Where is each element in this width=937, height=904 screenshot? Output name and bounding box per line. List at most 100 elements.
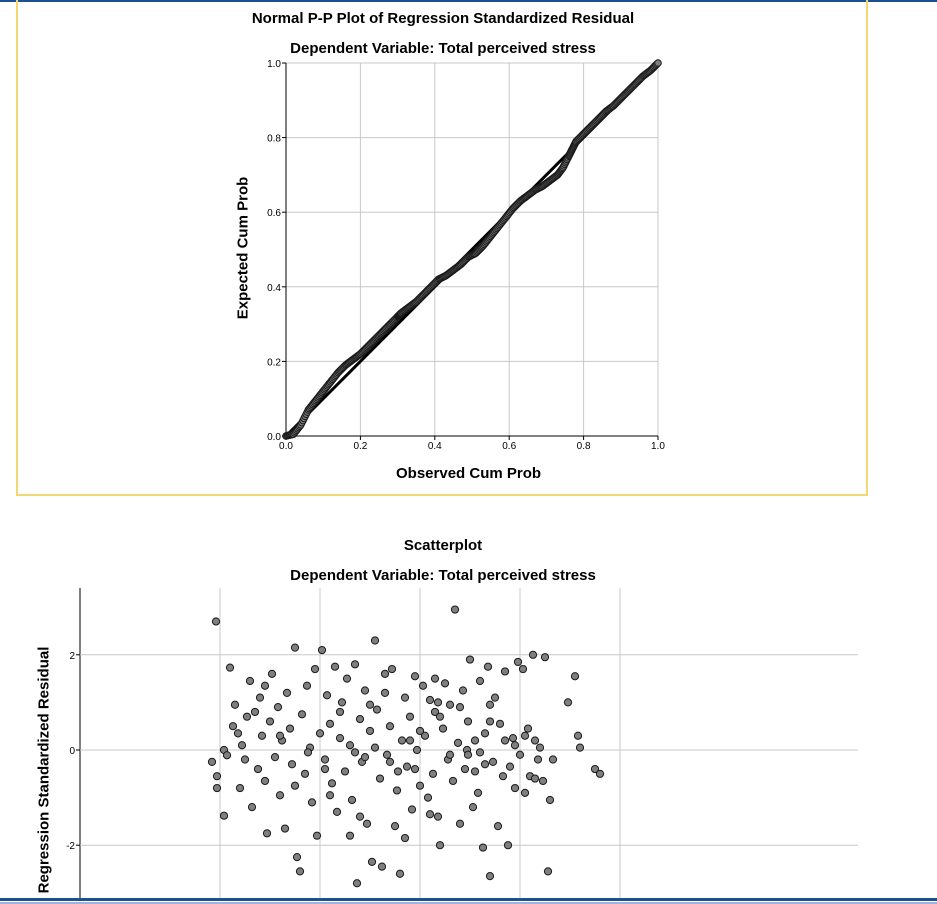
scatter-point	[510, 783, 520, 793]
window-top-border	[0, 0, 937, 2]
scatter-point	[410, 672, 420, 681]
scatter-point	[400, 693, 410, 702]
scatter-point	[412, 745, 422, 755]
scatter-point	[322, 691, 332, 700]
scatter-point	[515, 750, 525, 759]
scatter-point	[370, 636, 380, 645]
scatter-point	[325, 791, 335, 800]
pp-y-tick-label: 0.8	[267, 134, 281, 145]
scatter-point	[405, 736, 415, 745]
scatter-point	[438, 724, 448, 733]
scatter-point	[530, 736, 540, 745]
scatter-point	[570, 672, 580, 681]
scatter-point	[430, 674, 440, 683]
scatter-point	[225, 663, 235, 672]
scatter-point	[540, 653, 550, 662]
scatter-point	[275, 731, 285, 740]
scatter-point	[402, 762, 412, 771]
pp-x-tick-label: 0.2	[353, 441, 367, 452]
scatter-point	[375, 774, 385, 783]
scatter-point	[275, 791, 285, 800]
scatter-point	[543, 867, 553, 876]
scatter-point	[253, 764, 263, 774]
scatter-point	[468, 803, 478, 812]
scatter-point	[350, 660, 360, 669]
scatter-point	[500, 667, 510, 676]
scatter-point	[405, 712, 415, 721]
scatter-point	[415, 781, 425, 790]
pp-x-tick-label: 0.0	[279, 441, 293, 452]
scatter-point	[475, 676, 485, 686]
scatter-point	[265, 717, 275, 726]
scatter-point	[387, 664, 397, 674]
scatter-point	[445, 750, 455, 759]
scatter-point	[342, 674, 352, 683]
scatter-point	[407, 805, 417, 814]
scatter-point	[347, 795, 357, 805]
scatter-point	[312, 831, 322, 840]
scatter-point	[470, 736, 480, 745]
scatter-point	[513, 657, 523, 667]
scatter-point	[535, 743, 545, 752]
scatter-point	[320, 764, 330, 774]
selected-output-frame[interactable]	[16, 0, 868, 496]
scatter-point	[473, 788, 483, 797]
scatterplot-title: Scatterplot	[403, 537, 483, 554]
scatter-point	[392, 786, 402, 795]
scatter-point	[320, 755, 330, 764]
scatter-point	[425, 695, 435, 705]
scatter-point	[523, 724, 533, 733]
pp-plot-x-axis-title: Observed Cum Prob	[396, 465, 542, 482]
scatter-point	[287, 760, 297, 769]
scatter-point	[590, 764, 600, 774]
scatter-point	[365, 726, 375, 736]
scatter-point	[242, 712, 252, 721]
scatter-point	[212, 783, 222, 793]
scatter-point	[463, 717, 473, 726]
scatter-point	[228, 722, 238, 731]
scatter-point	[470, 767, 480, 776]
scatter-point	[235, 783, 245, 793]
scatter-point	[365, 700, 375, 709]
scatter-point	[270, 753, 280, 762]
scatter-point	[332, 807, 342, 816]
scatter-point	[211, 617, 221, 626]
scatter-point	[350, 748, 360, 757]
scatter-point	[222, 751, 232, 760]
scatter-point	[370, 743, 380, 752]
scatter-y-tick-label: 0	[69, 746, 75, 757]
scatter-point	[475, 748, 485, 757]
pp-x-tick-label: 0.8	[577, 441, 591, 452]
scatter-point	[455, 819, 465, 828]
scatter-point	[485, 872, 495, 881]
pp-plot-subtitle: Dependent Variable: Total perceived stre…	[290, 40, 596, 57]
scatter-point	[480, 729, 490, 738]
scatter-point	[538, 776, 548, 786]
scatter-point	[260, 681, 270, 690]
window-bottom-border	[0, 898, 937, 901]
scatter-point	[315, 729, 325, 738]
scatter-point	[493, 822, 503, 831]
scatter-point	[360, 686, 370, 695]
scatterplot-subtitle: Dependent Variable: Total perceived stre…	[290, 567, 596, 584]
scatter-point	[463, 750, 473, 759]
scatter-point	[430, 707, 440, 717]
scatter-point	[207, 757, 217, 767]
scatter-point	[290, 781, 300, 790]
scatter-point	[415, 726, 425, 736]
scatter-point	[380, 688, 390, 697]
pp-y-tick-label: 0.4	[267, 283, 281, 294]
scatter-point	[520, 731, 530, 740]
scatter-point	[453, 738, 463, 747]
scatter-point	[435, 712, 445, 721]
pp-y-tick-label: 0.2	[267, 357, 281, 368]
scatter-point	[548, 755, 558, 764]
scatter-point	[460, 764, 470, 774]
scatter-point	[397, 736, 407, 745]
scatter-point	[485, 700, 495, 709]
scatter-point	[303, 748, 313, 757]
scatter-point	[495, 719, 505, 728]
scatter-point	[325, 719, 335, 728]
scatter-point	[282, 688, 292, 697]
scatter-point	[410, 764, 420, 774]
